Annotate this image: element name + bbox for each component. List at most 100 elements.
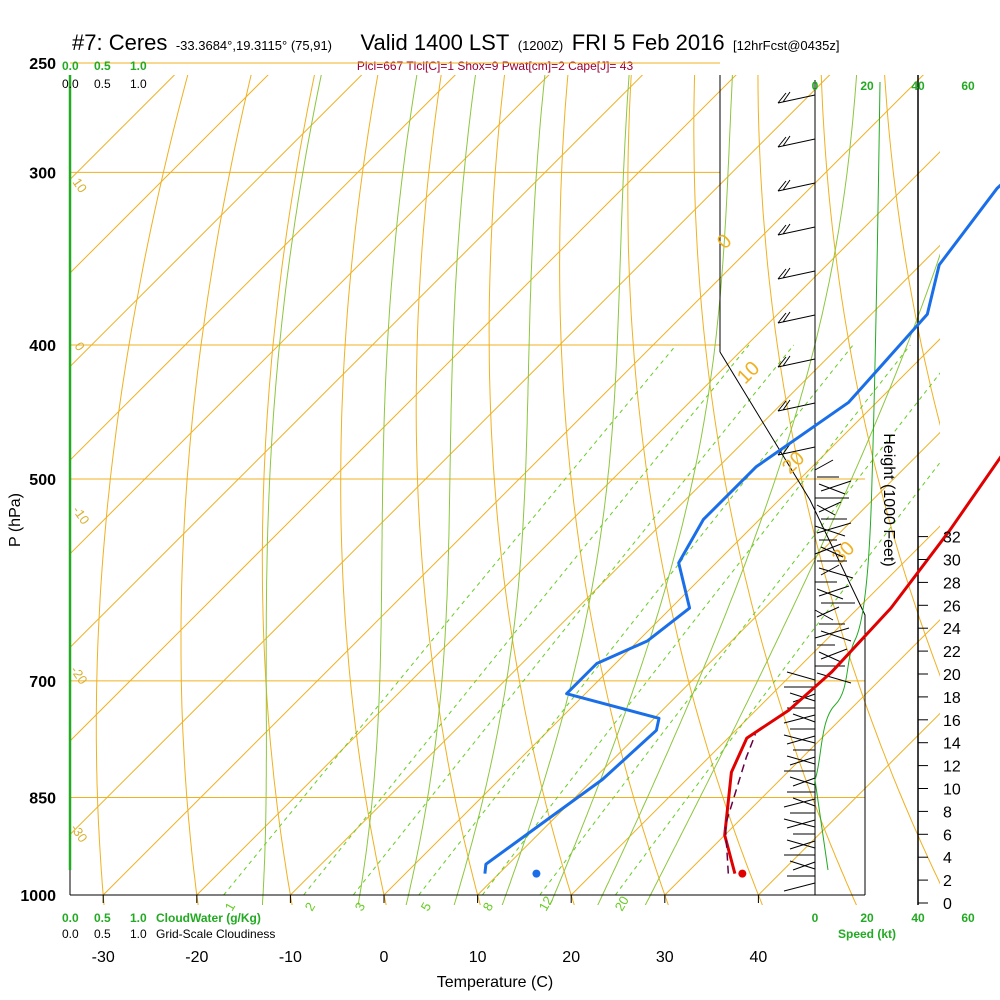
wind-barb-low-27: [820, 648, 848, 660]
wind-barb-low-45: [789, 776, 816, 786]
cloud-top2-tick-1: 0.5: [94, 77, 111, 91]
speed-bottom-tick-0: 0: [812, 911, 819, 925]
wind-barb-low-18: [818, 585, 850, 597]
height-tick-8: 16: [943, 713, 961, 730]
speed-top-tick-2: 40: [911, 79, 925, 93]
height-tick-4: 8: [943, 804, 952, 821]
height-tick-16: 32: [943, 530, 961, 547]
height-tick-7: 14: [943, 736, 961, 753]
dry-adiabat-20: [488, 75, 575, 905]
wind-barb-5: [777, 311, 816, 324]
y-tick-0: 250: [29, 56, 56, 73]
cloud-bot-tick-2: 1.0: [130, 911, 147, 925]
y-tick-5: 850: [29, 790, 56, 807]
wind-barb-low-6: [818, 501, 842, 513]
cloud-bot-tick-0: 0.0: [62, 911, 79, 925]
mixing-ratio-lines: [223, 344, 940, 896]
series-temperature: [723, 455, 1000, 874]
cloud-top-tick-2: 1.0: [130, 59, 147, 73]
isotherm--20: [196, 151, 940, 896]
wind-barb-low-38: [786, 735, 816, 745]
y-axis: 250 300 400 500 700 850 1000: [20, 56, 56, 905]
y-axis-label: P (hPa): [7, 493, 24, 547]
speed-axis: 0 20 40 600 20 40 60: [812, 79, 975, 925]
grid-cloud-tick-1: 0.5: [94, 927, 111, 941]
isotherm--60: [70, 75, 644, 649]
moist-adiabat-10: [453, 75, 546, 905]
wind-barb-low-39: [783, 734, 816, 744]
wind-barb-low-30: [786, 671, 816, 681]
wind-barb-low-17: [816, 588, 844, 600]
wind-barb-7: [777, 399, 816, 412]
x-tick-6: 30: [656, 949, 674, 966]
surface-temperature-dot: [738, 869, 747, 878]
isotherm-label-1: 10: [733, 357, 764, 388]
height-tick-3: 6: [943, 827, 952, 844]
series-parcel: [724, 733, 757, 874]
isotherm--30: [102, 75, 924, 896]
sounding-series: [483, 183, 1000, 878]
mix-label-3: 5: [418, 900, 435, 914]
speed-top-tick-1: 20: [860, 79, 874, 93]
wind-barb-low-5: [816, 504, 836, 516]
dry-label-0: 10: [70, 175, 91, 195]
chart-subtitle: Plcl=667 Tlcl[C]=1 Shox=9 Pwat[cm]=2 Cap…: [357, 59, 634, 73]
wind-barb-3: [777, 223, 816, 236]
chart-title: #7: Ceres -33.3684°,19.3115° (75,91) Val…: [72, 30, 839, 55]
cloud-top-tick-1: 0.5: [94, 59, 111, 73]
moist-adiabat--10: [261, 75, 322, 905]
height-tick-6: 12: [943, 759, 961, 776]
isotherm--100: [70, 75, 269, 274]
x-tick-7: 40: [750, 949, 768, 966]
mix-label-6: 20: [612, 893, 632, 913]
wind-barb-low-53: [789, 840, 816, 850]
x-tick-5: 20: [562, 949, 580, 966]
y-tick-1: 300: [29, 165, 56, 182]
isotherm--70: [70, 75, 550, 555]
wind-barb-low-48: [792, 797, 816, 807]
wind-barb-low-57: [789, 860, 816, 870]
speed-bottom-tick-2: 40: [911, 911, 925, 925]
wind-barb-4: [777, 267, 816, 280]
wind-barb-low-41: [789, 756, 816, 766]
cloud-scale-top: 0.0 0.5 1.0 0.0 0.5 1.0: [62, 59, 147, 91]
dry-adiabat--10: [261, 75, 315, 905]
height-tick-10: 20: [943, 667, 961, 684]
wind-barb-low-23: [820, 630, 852, 642]
dry-adiabat-30: [559, 75, 669, 905]
wind-barb-2: [777, 179, 816, 192]
dry-label-2: -10: [70, 503, 93, 527]
dry-adiabat-80: [884, 75, 940, 427]
cloud-scale-bottom: 0.0 0.5 1.0 CloudWater (g/Kg) 0.0 0.5 1.…: [62, 911, 275, 941]
grid-cloud-label: Grid-Scale Cloudiness: [156, 927, 275, 941]
height-tick-12: 24: [943, 621, 961, 638]
speed-bottom-tick-1: 20: [860, 911, 874, 925]
speed-top-tick-3: 60: [961, 79, 975, 93]
height-tick-5: 10: [943, 782, 961, 799]
isotherm--10: [290, 244, 940, 896]
isotherm--40: [70, 75, 831, 836]
dry-adiabat-0: [340, 75, 387, 905]
wind-barb-low-36: [792, 713, 816, 723]
cloud-top-tick-0: 0.0: [62, 59, 79, 73]
height-tick-0: 0: [943, 896, 952, 913]
isotherm-label-3: 30: [828, 537, 859, 568]
wind-barb-low-21: [816, 606, 840, 618]
y-tick-6: 1000: [20, 888, 56, 905]
mixing-ratio-5: [418, 344, 854, 896]
height-axis-label: Height (1000 Feet): [880, 433, 897, 566]
plot-frame: [68, 75, 919, 905]
isotherm-0: [383, 338, 940, 896]
wind-barb-low-11: [820, 546, 844, 558]
x-axis-label: Temperature (C): [437, 974, 553, 991]
isotherm-40: [758, 712, 940, 896]
x-tick-3: 0: [380, 949, 389, 966]
surface-dewpoint-dot: [532, 869, 541, 878]
height-tick-1: 2: [943, 873, 952, 890]
wind-barb-low-47: [783, 798, 816, 808]
dry-adiabat-60: [757, 75, 940, 885]
series-dewpoint: [483, 183, 1000, 874]
dry-adiabat--20: [180, 75, 252, 905]
